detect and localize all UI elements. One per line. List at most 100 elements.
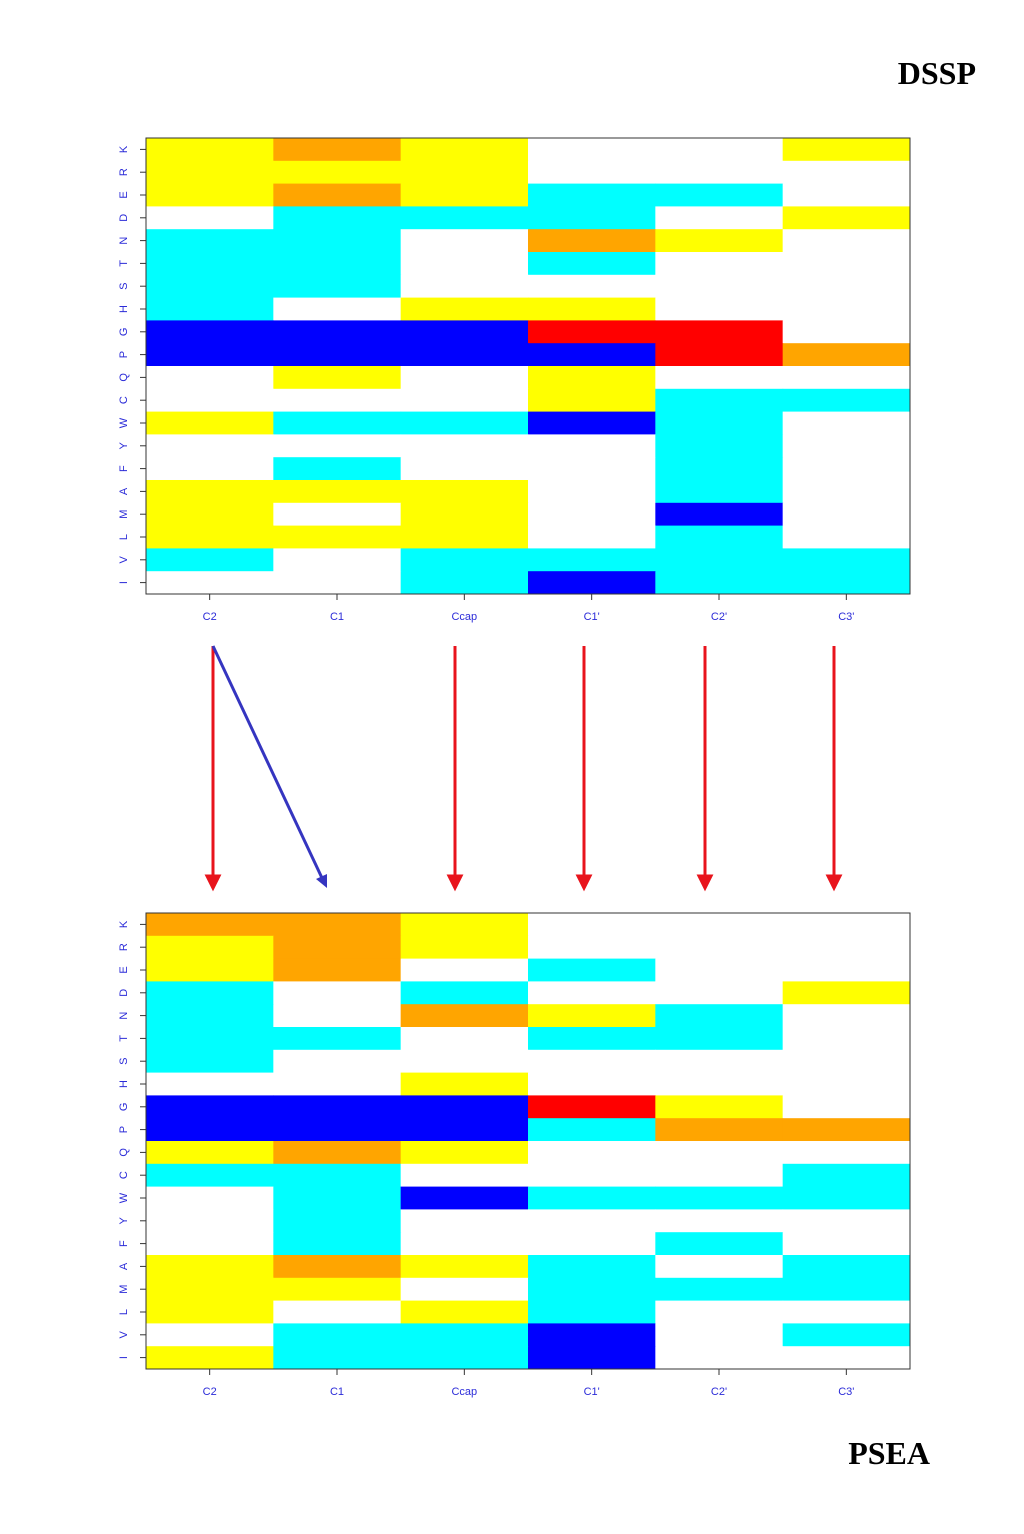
heatmap-cell [146,160,274,185]
heatmap-cell [782,366,911,390]
heatmap-cell [400,1277,529,1302]
x-tick-label: C1' [584,1386,600,1398]
x-tick-label: Ccap [451,1386,477,1398]
heatmap-cell [400,1323,529,1347]
heatmap-cell [400,502,529,527]
y-tick-label: A [118,1262,130,1270]
heatmap-cell [146,1323,274,1347]
heatmap-cell [400,434,529,458]
arrow-head [446,874,464,892]
heatmap-cell [400,480,529,504]
heatmap-cell [782,434,911,458]
y-tick-label: N [118,237,130,245]
heatmap-cell [146,1277,274,1302]
heatmap-cell [782,1277,911,1302]
heatmap-cell [400,1346,529,1370]
heatmap-cell [400,981,529,1005]
heatmap-cell [400,1141,529,1165]
heatmap-cell [400,160,529,185]
heatmap-cell [528,1209,656,1233]
heatmap-cell [273,958,402,982]
y-tick-label: E [118,191,130,198]
heatmap-cell [655,913,784,937]
heatmap-cell [528,411,656,435]
arrow-head [825,874,843,892]
heatmap-cell [655,1277,784,1302]
y-tick-label: W [118,1192,130,1203]
heatmap-cell [146,1346,274,1370]
heatmap-cell [273,1186,402,1210]
heatmap-cell [655,1027,784,1051]
heatmap-cell [528,229,656,253]
heatmap-cell [146,366,274,390]
heatmap-cell [528,1346,656,1370]
heatmap-cell [273,480,402,504]
heatmap-cell [655,1346,784,1370]
chart-title: DSSP [898,55,976,91]
heatmap-cell [400,1186,529,1210]
heatmap-cell [146,1186,274,1210]
heatmap-cell [655,502,784,527]
heatmap-cell [400,252,529,276]
heatmap-cell [273,297,402,321]
heatmap-cell [146,1027,274,1051]
y-tick-label: G [118,1103,130,1112]
heatmap-cell [400,457,529,481]
y-tick-label: L [118,534,130,540]
heatmap-cell [146,434,274,458]
heatmap-cell [782,958,911,982]
heatmap-cell [782,1186,911,1210]
heatmap-cell [273,229,402,253]
heatmap-cell [528,480,656,504]
heatmap-cell [655,411,784,435]
heatmap-cell [528,525,656,549]
y-tick-label: Q [118,373,130,382]
heatmap-cell [528,160,656,185]
heatmap-cell [400,548,529,572]
heatmap-cell [655,138,784,162]
heatmap-cell [782,1118,911,1142]
heatmap-cell [782,160,911,185]
heatmap-cell [655,1072,784,1096]
x-tick-label: C1 [330,1386,344,1398]
heatmap-cell [146,1255,274,1279]
heatmap-cell [528,1118,656,1142]
y-tick-label: P [118,1126,130,1133]
heatmap-cell [528,252,656,276]
heatmap-cell [273,366,402,390]
y-tick-label: F [118,465,130,472]
heatmap-cell [400,571,529,595]
heatmap-cell [146,274,274,299]
heatmap-cell [655,1163,784,1188]
y-tick-label: T [118,260,130,267]
heatmap-cell [782,1255,911,1279]
heatmap-cell [400,411,529,435]
heatmap-cell [273,388,402,413]
heatmap-cell [528,1255,656,1279]
y-tick-label: M [118,510,130,519]
heatmap-cell [400,525,529,549]
heatmap-cell [655,1118,784,1142]
heatmap-cell [655,274,784,299]
heatmap-cell [146,1163,274,1188]
heatmap-cell [273,1277,402,1302]
heatmap-cell [782,343,911,367]
heatmap-cell [782,388,911,413]
y-tick-label: E [118,966,130,973]
heatmap-cell [528,138,656,162]
heatmap-cell [655,525,784,549]
y-tick-label: W [118,417,130,428]
heatmap-cell [273,434,402,458]
heatmap-cell [782,1163,911,1188]
arrows [204,645,843,892]
heatmap-cell [528,1072,656,1096]
chart-title: PSEA [848,1435,930,1471]
x-tick-label: C1 [330,611,344,623]
heatmap-cell [273,1072,402,1096]
heatmap-cell [782,1323,911,1347]
heatmap-cell [146,935,274,960]
heatmap-cell [655,343,784,367]
heatmap-cell [146,229,274,253]
heatmap-cell [782,525,911,549]
heatmap-cell [655,1255,784,1279]
